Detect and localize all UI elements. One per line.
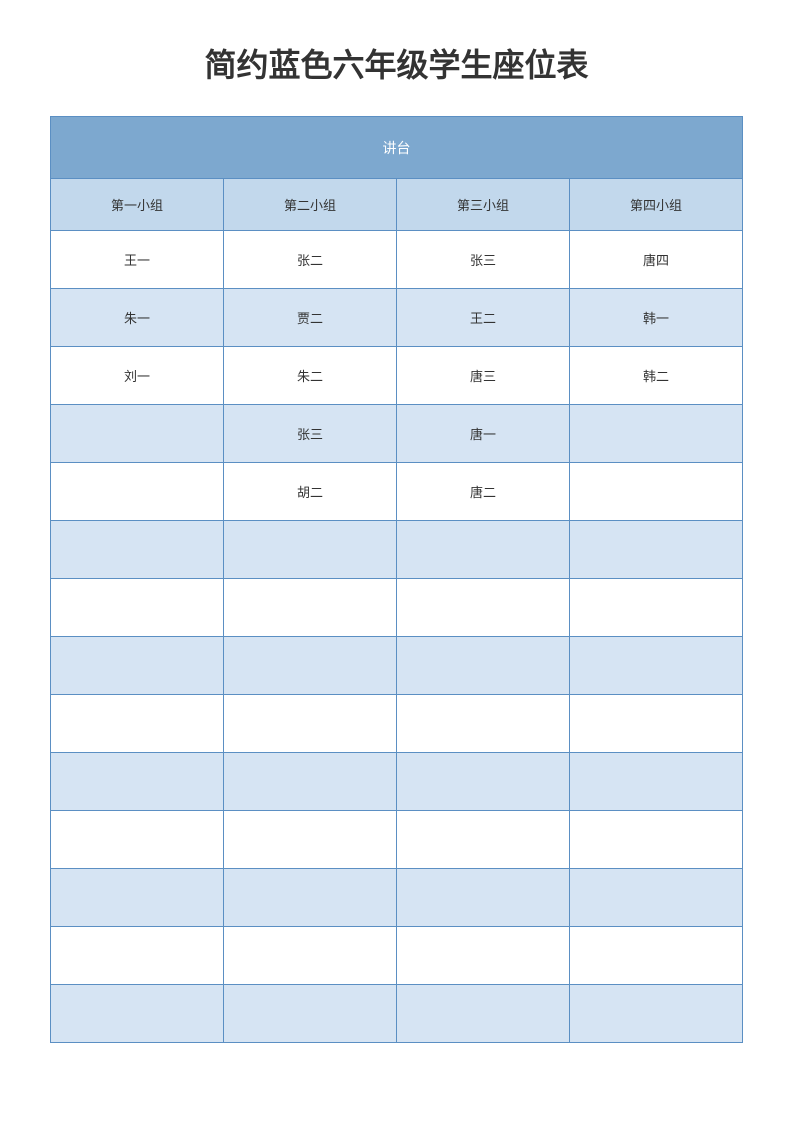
seat-cell <box>397 579 570 637</box>
table-row <box>51 869 743 927</box>
seat-cell <box>397 695 570 753</box>
table-row <box>51 753 743 811</box>
seat-cell <box>224 811 397 869</box>
podium-cell: 讲台 <box>51 117 743 179</box>
seat-cell <box>570 405 743 463</box>
seat-cell <box>51 637 224 695</box>
seat-cell <box>224 927 397 985</box>
table-row: 胡二 唐二 <box>51 463 743 521</box>
seat-cell <box>570 579 743 637</box>
seat-cell <box>224 985 397 1043</box>
seat-cell <box>570 695 743 753</box>
table-row: 张三 唐一 <box>51 405 743 463</box>
seat-cell: 朱一 <box>51 289 224 347</box>
seat-cell <box>397 985 570 1043</box>
seat-cell <box>224 521 397 579</box>
seat-cell: 韩一 <box>570 289 743 347</box>
seat-cell <box>224 753 397 811</box>
seat-cell <box>224 869 397 927</box>
seat-cell <box>51 811 224 869</box>
seat-cell <box>397 521 570 579</box>
group-header-cell: 第三小组 <box>397 179 570 231</box>
seat-cell <box>51 579 224 637</box>
seat-cell: 韩二 <box>570 347 743 405</box>
seat-cell <box>224 579 397 637</box>
table-row <box>51 985 743 1043</box>
seat-cell <box>570 985 743 1043</box>
table-row: 王一 张二 张三 唐四 <box>51 231 743 289</box>
seat-cell: 唐一 <box>397 405 570 463</box>
seat-cell <box>397 811 570 869</box>
seat-cell <box>570 811 743 869</box>
seat-cell: 张三 <box>397 231 570 289</box>
table-row: 朱一 贾二 王二 韩一 <box>51 289 743 347</box>
seat-cell: 唐二 <box>397 463 570 521</box>
seat-cell <box>224 695 397 753</box>
seat-cell: 王一 <box>51 231 224 289</box>
seat-cell <box>224 637 397 695</box>
seat-cell: 朱二 <box>224 347 397 405</box>
seat-cell <box>51 869 224 927</box>
table-row <box>51 637 743 695</box>
seat-cell <box>570 463 743 521</box>
seat-cell: 刘一 <box>51 347 224 405</box>
table-row <box>51 811 743 869</box>
seat-cell <box>570 927 743 985</box>
seat-cell <box>397 753 570 811</box>
seat-cell <box>51 463 224 521</box>
seat-cell <box>51 753 224 811</box>
seat-cell <box>51 405 224 463</box>
seat-cell: 唐三 <box>397 347 570 405</box>
seat-cell: 王二 <box>397 289 570 347</box>
group-header-cell: 第二小组 <box>224 179 397 231</box>
seat-cell <box>397 869 570 927</box>
group-header-row: 第一小组 第二小组 第三小组 第四小组 <box>51 179 743 231</box>
seat-cell: 张二 <box>224 231 397 289</box>
seat-cell <box>51 695 224 753</box>
table-row: 刘一 朱二 唐三 韩二 <box>51 347 743 405</box>
seat-cell: 贾二 <box>224 289 397 347</box>
seat-cell <box>397 927 570 985</box>
seat-cell <box>51 521 224 579</box>
table-row <box>51 927 743 985</box>
group-header-cell: 第四小组 <box>570 179 743 231</box>
group-header-cell: 第一小组 <box>51 179 224 231</box>
seat-cell <box>51 985 224 1043</box>
page-title: 简约蓝色六年级学生座位表 <box>50 40 743 86</box>
seat-cell: 胡二 <box>224 463 397 521</box>
podium-row: 讲台 <box>51 117 743 179</box>
table-row <box>51 579 743 637</box>
seating-chart-table: 讲台 第一小组 第二小组 第三小组 第四小组 王一 张二 张三 唐四 朱一 贾二… <box>50 116 743 1043</box>
seat-cell: 唐四 <box>570 231 743 289</box>
table-row <box>51 521 743 579</box>
seat-cell <box>570 637 743 695</box>
seat-cell <box>51 927 224 985</box>
seat-cell <box>570 869 743 927</box>
seat-cell <box>570 521 743 579</box>
seat-cell <box>570 753 743 811</box>
seat-cell <box>397 637 570 695</box>
seat-cell: 张三 <box>224 405 397 463</box>
table-row <box>51 695 743 753</box>
